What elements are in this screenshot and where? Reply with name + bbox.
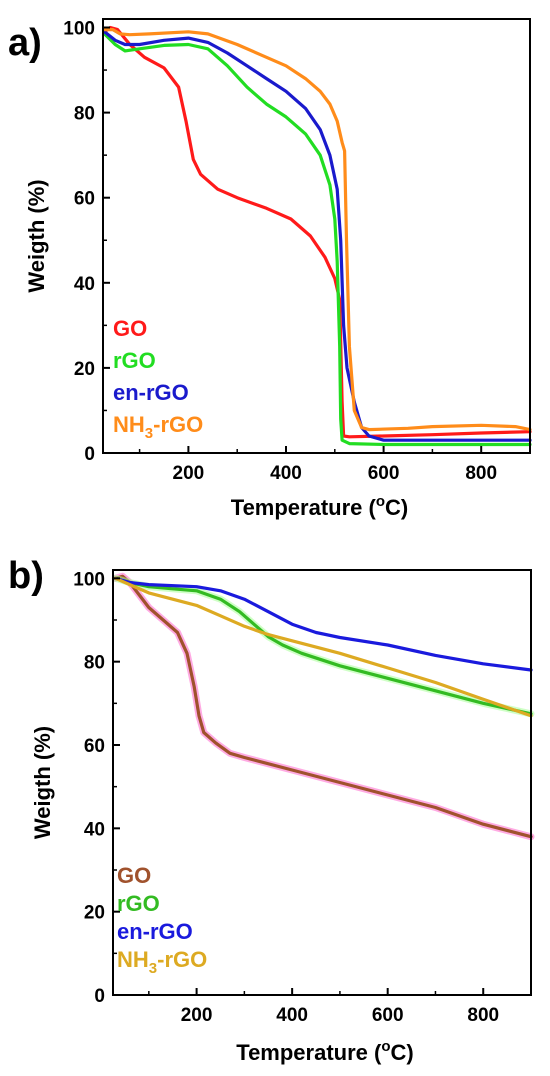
series-line-0 [102, 25, 532, 439]
legend-entry-3: NH3-rGO [117, 947, 207, 977]
y-tick-label: 80 [74, 104, 95, 125]
series-line-2 [102, 30, 532, 442]
plot-frame [112, 569, 532, 996]
legend-entry-3: NH3-rGO [113, 412, 203, 442]
x-axis: 200 400 600 800 [148, 988, 499, 1026]
y-tick-label: 40 [84, 819, 105, 840]
series-lines [111, 572, 535, 841]
x-tick-label: 600 [368, 463, 400, 484]
legend-entry-1: rGO [113, 348, 156, 373]
y-tick-label: 0 [94, 986, 105, 1007]
x-tick-label: 400 [270, 463, 302, 484]
y-tick-label: 60 [84, 736, 105, 757]
series-line-0 [113, 574, 533, 839]
legend-entry-0: GO [113, 316, 147, 341]
y-axis: 0 20 40 60 80 100 [73, 569, 120, 1007]
legend-entry-0: GO [117, 863, 151, 888]
x-tick-label: 200 [181, 1005, 213, 1026]
y-tick-label: 20 [84, 903, 105, 924]
y-axis-label: Weigth (%) [30, 726, 55, 839]
series-line-3 [113, 576, 533, 718]
series-lines [102, 25, 532, 447]
y-tick-label: 40 [74, 274, 95, 295]
series-line-1 [102, 32, 532, 447]
y-axis: 0 20 40 60 80 100 [63, 19, 110, 465]
x-axis: 200 400 600 800 [138, 446, 497, 484]
legend-entry-2: en-rGO [113, 380, 189, 405]
x-tick-label: 600 [372, 1005, 404, 1026]
panel-label: b) [8, 555, 44, 597]
y-tick-label: 0 [84, 444, 95, 465]
x-tick-label: 800 [465, 463, 497, 484]
series-halo-0 [111, 572, 535, 841]
series-line-3 [102, 28, 532, 432]
y-tick-label: 100 [63, 19, 95, 40]
plot-frame [102, 18, 531, 454]
x-axis-label: Temperature (oC) [236, 1038, 413, 1065]
x-tick-label: 400 [276, 1005, 308, 1026]
y-axis-label: Weigth (%) [24, 179, 49, 292]
series-line-2 [113, 576, 533, 672]
legend-entry-2: en-rGO [117, 919, 193, 944]
x-axis-label: Temperature (oC) [231, 493, 408, 520]
legend-entry-1: rGO [117, 891, 160, 916]
legend: GO rGO en-rGO NH3-rGO [117, 863, 207, 977]
x-tick-label: 800 [467, 1005, 499, 1026]
y-tick-label: 80 [84, 653, 105, 674]
x-tick-label: 200 [173, 463, 205, 484]
legend: GO rGO en-rGO NH3-rGO [113, 316, 203, 442]
y-tick-label: 20 [74, 359, 95, 380]
chart-panel-a: a) 200 400 600 800 0 20 40 60 80 100 Temperature (o… [8, 18, 532, 520]
y-tick-label: 100 [73, 569, 105, 590]
panel-label: a) [8, 22, 42, 64]
y-tick-label: 60 [74, 189, 95, 210]
chart-panel-b: b) 200 400 600 800 0 20 40 60 80 100 Temperature (o… [8, 555, 535, 1065]
